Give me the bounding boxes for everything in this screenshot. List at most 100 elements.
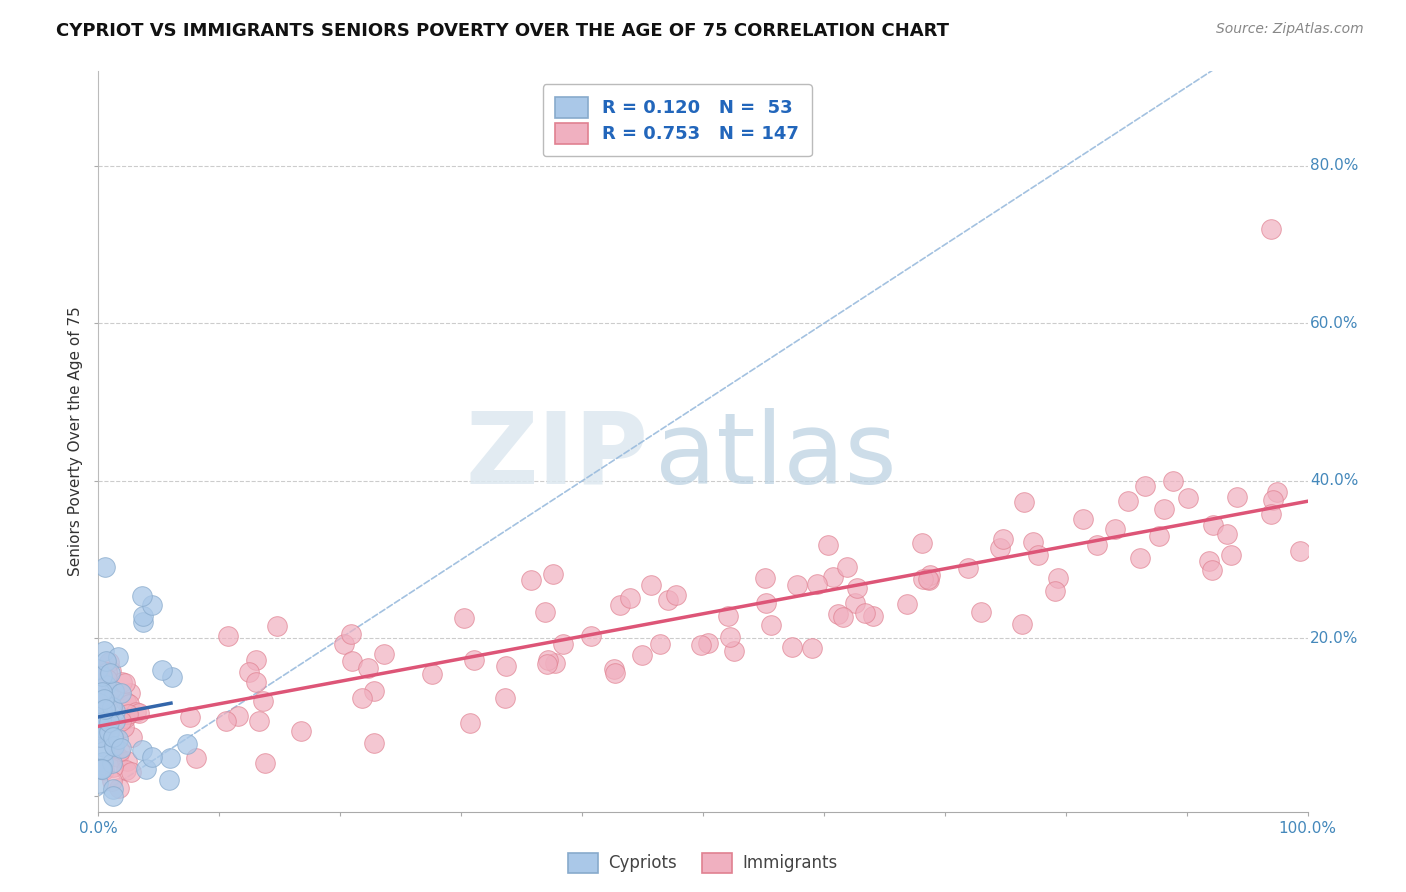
- Immigrants: [603, 666, 626, 681]
- Immigrants: [520, 574, 543, 588]
- Cypriots: [150, 664, 173, 678]
- Immigrants: [91, 698, 114, 712]
- Immigrants: [110, 714, 132, 729]
- Immigrants: [1260, 222, 1282, 236]
- Immigrants: [373, 647, 395, 661]
- Cypriots: [107, 649, 129, 664]
- Immigrants: [333, 637, 356, 651]
- Immigrants: [245, 653, 267, 667]
- Immigrants: [755, 596, 778, 610]
- Immigrants: [100, 681, 122, 696]
- Immigrants: [94, 717, 117, 731]
- Immigrants: [97, 656, 120, 670]
- Immigrants: [108, 744, 131, 758]
- Immigrants: [266, 618, 288, 632]
- Cypriots: [101, 700, 124, 714]
- Immigrants: [1071, 512, 1094, 526]
- Immigrants: [101, 760, 124, 774]
- Cypriots: [97, 714, 120, 729]
- Immigrants: [827, 607, 849, 622]
- Immigrants: [94, 693, 117, 707]
- Immigrants: [114, 763, 136, 777]
- Immigrants: [90, 717, 112, 731]
- Immigrants: [340, 654, 363, 668]
- Immigrants: [837, 560, 859, 574]
- Immigrants: [96, 706, 118, 721]
- Cypriots: [91, 685, 114, 699]
- Cypriots: [90, 762, 112, 776]
- Immigrants: [780, 640, 803, 655]
- Immigrants: [1201, 564, 1223, 578]
- Immigrants: [536, 657, 558, 671]
- Immigrants: [896, 598, 918, 612]
- Immigrants: [1026, 548, 1049, 562]
- Immigrants: [1215, 527, 1237, 541]
- Immigrants: [93, 763, 115, 777]
- Cypriots: [91, 762, 114, 776]
- Immigrants: [90, 663, 112, 677]
- Cypriots: [110, 686, 132, 700]
- Immigrants: [718, 630, 741, 644]
- Cypriots: [89, 685, 111, 699]
- Immigrants: [463, 653, 485, 667]
- Immigrants: [831, 610, 853, 624]
- Immigrants: [228, 709, 250, 723]
- Cypriots: [89, 720, 111, 734]
- Immigrants: [918, 573, 941, 587]
- Cypriots: [107, 731, 129, 746]
- Cypriots: [87, 696, 110, 710]
- Immigrants: [650, 637, 672, 651]
- Immigrants: [609, 598, 631, 612]
- Immigrants: [537, 652, 560, 666]
- Immigrants: [114, 711, 136, 725]
- Cypriots: [91, 707, 114, 722]
- Immigrants: [1220, 549, 1243, 563]
- Cypriots: [141, 599, 163, 613]
- Cypriots: [91, 669, 114, 683]
- Immigrants: [717, 608, 740, 623]
- Immigrants: [290, 724, 312, 739]
- Immigrants: [640, 578, 662, 592]
- Immigrants: [93, 719, 115, 733]
- Text: 80.0%: 80.0%: [1310, 159, 1358, 173]
- Cypriots: [93, 560, 115, 574]
- Immigrants: [1012, 495, 1035, 509]
- Cypriots: [87, 723, 110, 738]
- Immigrants: [100, 664, 122, 678]
- Immigrants: [114, 695, 136, 709]
- Cypriots: [132, 608, 155, 623]
- Cypriots: [87, 662, 110, 676]
- Cypriots: [101, 789, 124, 803]
- Cypriots: [135, 762, 157, 776]
- Immigrants: [217, 629, 239, 643]
- Immigrants: [917, 572, 939, 586]
- Text: 20.0%: 20.0%: [1310, 631, 1358, 646]
- Immigrants: [1202, 518, 1225, 533]
- Immigrants: [579, 629, 602, 643]
- Cypriots: [97, 725, 120, 739]
- Immigrants: [96, 695, 118, 709]
- Immigrants: [1226, 490, 1249, 504]
- Immigrants: [247, 714, 270, 728]
- Cypriots: [94, 702, 117, 716]
- Cypriots: [110, 741, 132, 756]
- Text: ZIP: ZIP: [465, 408, 648, 505]
- Immigrants: [1047, 571, 1070, 585]
- Immigrants: [806, 577, 828, 591]
- Immigrants: [689, 638, 711, 652]
- Cypriots: [93, 644, 115, 658]
- Immigrants: [495, 659, 517, 673]
- Immigrants: [1011, 617, 1033, 632]
- Immigrants: [420, 667, 443, 681]
- Immigrants: [759, 618, 782, 632]
- Immigrants: [957, 561, 980, 575]
- Cypriots: [94, 678, 117, 692]
- Cypriots: [90, 761, 112, 775]
- Immigrants: [107, 714, 129, 729]
- Immigrants: [1022, 534, 1045, 549]
- Immigrants: [1289, 543, 1312, 558]
- Immigrants: [723, 644, 745, 658]
- Cypriots: [94, 654, 117, 668]
- Immigrants: [118, 698, 141, 712]
- Immigrants: [846, 581, 869, 595]
